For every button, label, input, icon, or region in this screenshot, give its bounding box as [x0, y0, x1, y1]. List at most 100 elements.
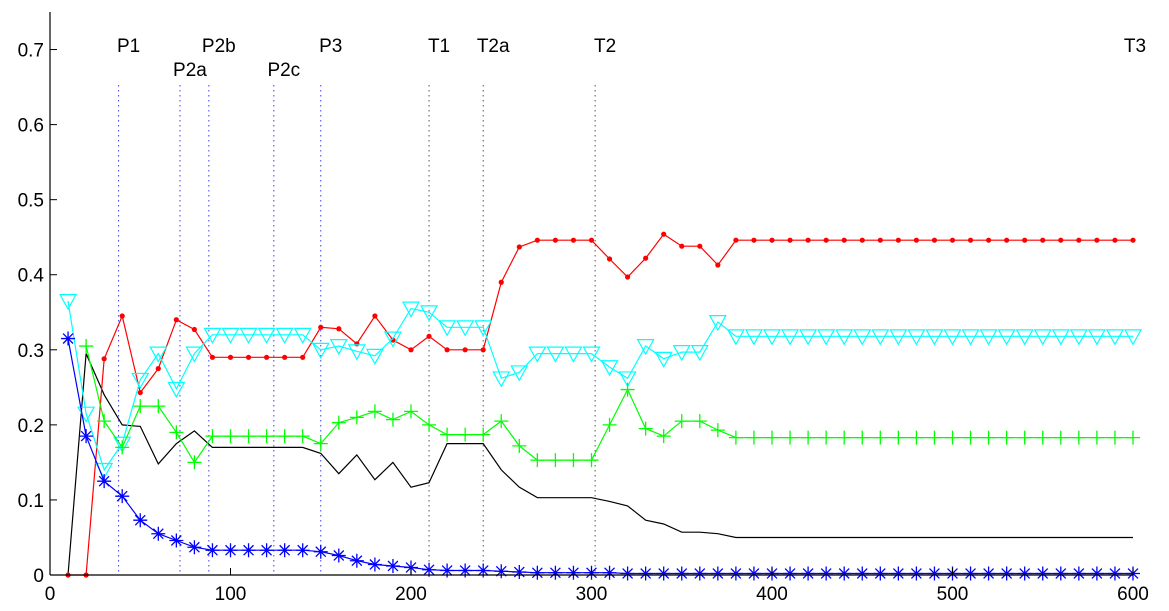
data-point: [300, 354, 306, 360]
data-point: [799, 329, 818, 346]
data-point: [476, 427, 491, 442]
x-tick-label: 400: [756, 584, 788, 605]
data-point: [227, 354, 234, 360]
data-point: [101, 356, 107, 362]
data-point: [349, 553, 364, 568]
data-point: [349, 410, 364, 425]
data-point: [372, 313, 378, 319]
series-line: [67, 300, 1133, 472]
x-tick-label: 300: [576, 584, 608, 605]
data-point: [762, 329, 782, 346]
data-point: [530, 453, 545, 468]
data-point: [404, 404, 418, 419]
data-point: [841, 237, 847, 243]
data-point: [873, 566, 888, 581]
data-point: [853, 329, 872, 346]
y-tick-label: 0: [33, 566, 44, 587]
data-point: [746, 566, 761, 581]
data-point: [943, 329, 962, 346]
data-point: [746, 430, 761, 445]
data-point: [510, 365, 529, 382]
data-point: [492, 371, 511, 388]
data-point: [97, 414, 112, 429]
data-point: [422, 562, 437, 577]
data-point: [1089, 430, 1104, 445]
data-point: [383, 331, 402, 348]
data-point: [456, 320, 475, 337]
data-point: [408, 347, 414, 353]
data-point: [765, 430, 779, 445]
data-point: [205, 429, 220, 444]
data-point: [564, 346, 583, 363]
data-point: [855, 430, 870, 445]
data-point: [534, 237, 540, 243]
data-point: [1071, 430, 1086, 445]
data-point: [819, 566, 834, 581]
series-1: [65, 231, 1136, 578]
data-point: [241, 543, 256, 558]
data-point: [277, 543, 292, 558]
data-point: [625, 274, 631, 280]
data-point: [602, 565, 617, 580]
data-point: [618, 371, 637, 388]
data-point: [191, 326, 197, 333]
event-markers: P1 P2a P2b P2c P3 T1 T2a T2 T3: [117, 36, 1146, 575]
data-point: [606, 256, 613, 262]
data-point: [167, 381, 186, 399]
series-0: [67, 353, 1133, 576]
data-point: [986, 237, 992, 243]
data-point: [672, 345, 691, 362]
data-point: [708, 315, 727, 332]
data-point: [907, 329, 926, 346]
data-point: [293, 327, 312, 345]
data-point: [769, 237, 775, 243]
data-point: [295, 429, 310, 444]
data-point: [223, 429, 238, 444]
data-point: [151, 526, 166, 541]
data-point: [133, 399, 148, 414]
data-point: [945, 430, 960, 445]
data-point: [97, 474, 112, 489]
data-point: [336, 326, 342, 332]
event-label: T2: [594, 36, 616, 57]
data-point: [205, 543, 220, 558]
data-point: [516, 244, 522, 250]
event-label: P1: [117, 36, 140, 57]
data-point: [59, 294, 78, 311]
data-point: [1053, 430, 1068, 445]
data-point: [801, 566, 816, 581]
data-point: [877, 237, 883, 243]
y-tick-label: 0.7: [18, 41, 44, 62]
data-point: [570, 237, 577, 243]
data-point: [474, 320, 493, 337]
data-point: [1035, 430, 1050, 445]
data-point: [697, 243, 703, 249]
data-point: [728, 566, 743, 581]
data-point: [837, 566, 852, 581]
series-2: [59, 294, 1143, 480]
data-point: [837, 430, 852, 445]
data-point: [981, 566, 996, 581]
data-point: [710, 566, 725, 581]
series-4: [61, 331, 1140, 581]
data-point: [404, 560, 418, 575]
x-tick-label: 500: [937, 584, 969, 605]
event-label: T3: [1124, 36, 1146, 57]
x-tick-label: 0: [45, 584, 56, 605]
data-point: [584, 453, 599, 468]
data-point: [209, 354, 216, 360]
data-point: [1112, 237, 1118, 243]
data-point: [420, 305, 439, 322]
event-label: T1: [428, 36, 450, 57]
data-point: [275, 327, 294, 345]
data-point: [661, 231, 667, 237]
y-tick-label: 0.1: [18, 491, 44, 512]
data-point: [185, 346, 204, 363]
data-point: [151, 399, 166, 414]
data-point: [115, 440, 130, 455]
data-point: [981, 430, 996, 445]
series-3: [79, 339, 1140, 470]
data-point: [422, 417, 437, 432]
data-point: [636, 339, 655, 356]
data-point: [963, 430, 978, 445]
